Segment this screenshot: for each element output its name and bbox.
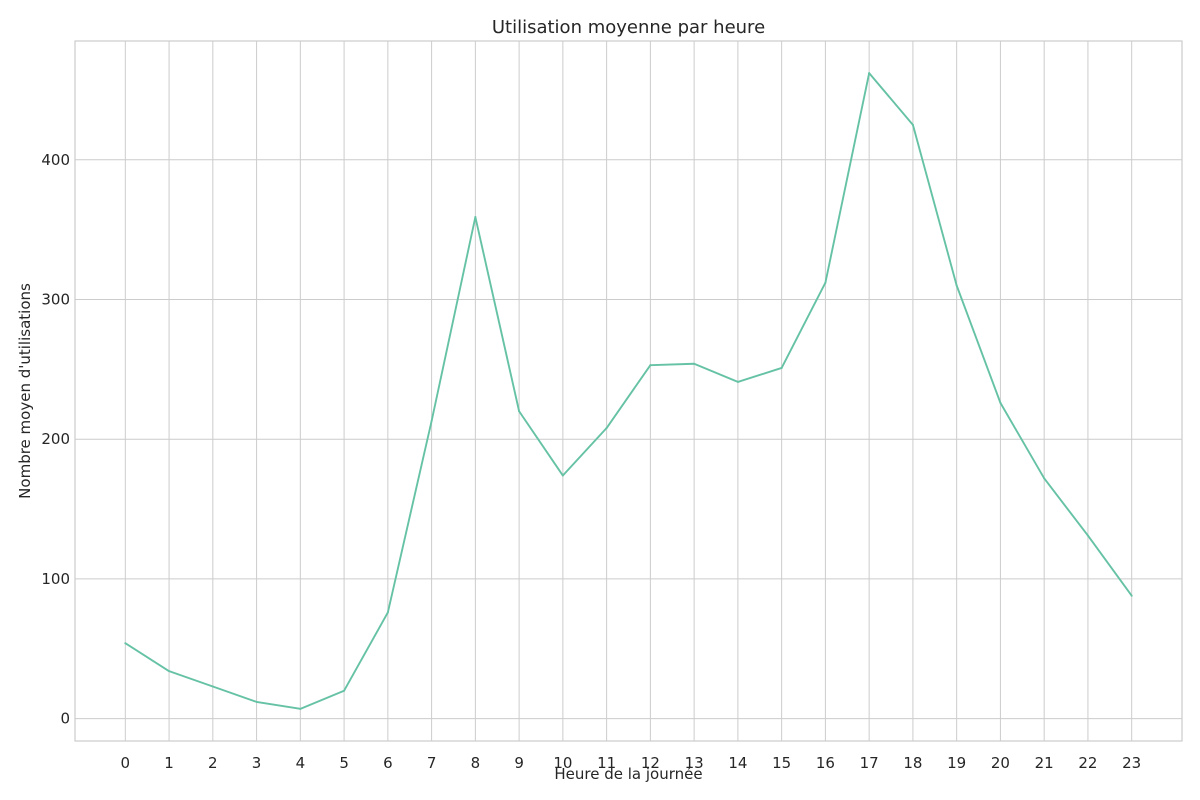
x-tick-label: 20 [991, 754, 1010, 772]
y-gridlines [75, 159, 1182, 720]
y-axis-label: Nombre moyen d'utilisations [16, 283, 34, 499]
data-point [255, 700, 258, 703]
x-tick-label: 10 [553, 754, 572, 772]
data-point [168, 670, 171, 673]
data-point [693, 362, 696, 365]
x-tick-label: 3 [252, 754, 262, 772]
data-point [474, 216, 477, 219]
x-tick-label: 2 [208, 754, 218, 772]
data-point [955, 284, 958, 287]
y-tick-labels: 0 100 200 300 400 [41, 151, 70, 728]
x-tick-label: 17 [860, 754, 879, 772]
data-point [1043, 477, 1046, 480]
x-tick-label: 23 [1122, 754, 1141, 772]
x-tick-label: 6 [383, 754, 393, 772]
data-point [911, 123, 914, 126]
x-axis-label: Heure de la journée [554, 765, 702, 783]
y-tick-label: 0 [60, 710, 70, 728]
data-point [561, 474, 564, 477]
x-tick-label: 7 [427, 754, 437, 772]
y-tick-label: 300 [41, 290, 70, 308]
data-point [299, 707, 302, 710]
data-point [736, 380, 739, 383]
x-tick-label: 19 [947, 754, 966, 772]
data-point [343, 689, 346, 692]
data-point [780, 366, 783, 369]
data-point [605, 427, 608, 430]
plot-frame [74, 40, 1183, 742]
data-point [649, 364, 652, 367]
data-point [1086, 534, 1089, 537]
data-point [999, 401, 1002, 404]
x-tick-label: 12 [641, 754, 660, 772]
x-gridlines [124, 41, 1133, 741]
x-tick-label: 4 [296, 754, 306, 772]
data-point [386, 611, 389, 614]
x-tick-label: 14 [728, 754, 747, 772]
x-tick-label: 5 [339, 754, 349, 772]
y-tick-label: 100 [41, 570, 70, 588]
data-point [211, 685, 214, 688]
y-tick-label: 400 [41, 151, 70, 169]
series-layer [124, 72, 1133, 710]
x-tick-label: 11 [597, 754, 616, 772]
x-tick-label: 0 [121, 754, 131, 772]
chart-title: Utilisation moyenne par heure [492, 17, 765, 38]
x-tick-labels: 0 1 2 3 4 5 6 7 8 9 10 11 12 13 14 15 16 17 18 19 20 21 22 23 [121, 754, 1142, 772]
data-point [124, 642, 127, 645]
data-point [824, 281, 827, 284]
series-line [124, 72, 1133, 710]
x-tick-label: 9 [514, 754, 524, 772]
data-point [430, 420, 433, 423]
y-tick-label: 200 [41, 430, 70, 448]
data-point [1130, 594, 1133, 597]
x-tick-label: 15 [772, 754, 791, 772]
data-point [518, 410, 521, 413]
data-point [868, 72, 871, 75]
x-tick-label: 18 [903, 754, 922, 772]
x-tick-label: 16 [816, 754, 835, 772]
x-tick-label: 21 [1035, 754, 1054, 772]
x-tick-label: 1 [164, 754, 174, 772]
x-tick-label: 8 [471, 754, 481, 772]
x-tick-label: 22 [1078, 754, 1097, 772]
x-tick-label: 13 [685, 754, 704, 772]
